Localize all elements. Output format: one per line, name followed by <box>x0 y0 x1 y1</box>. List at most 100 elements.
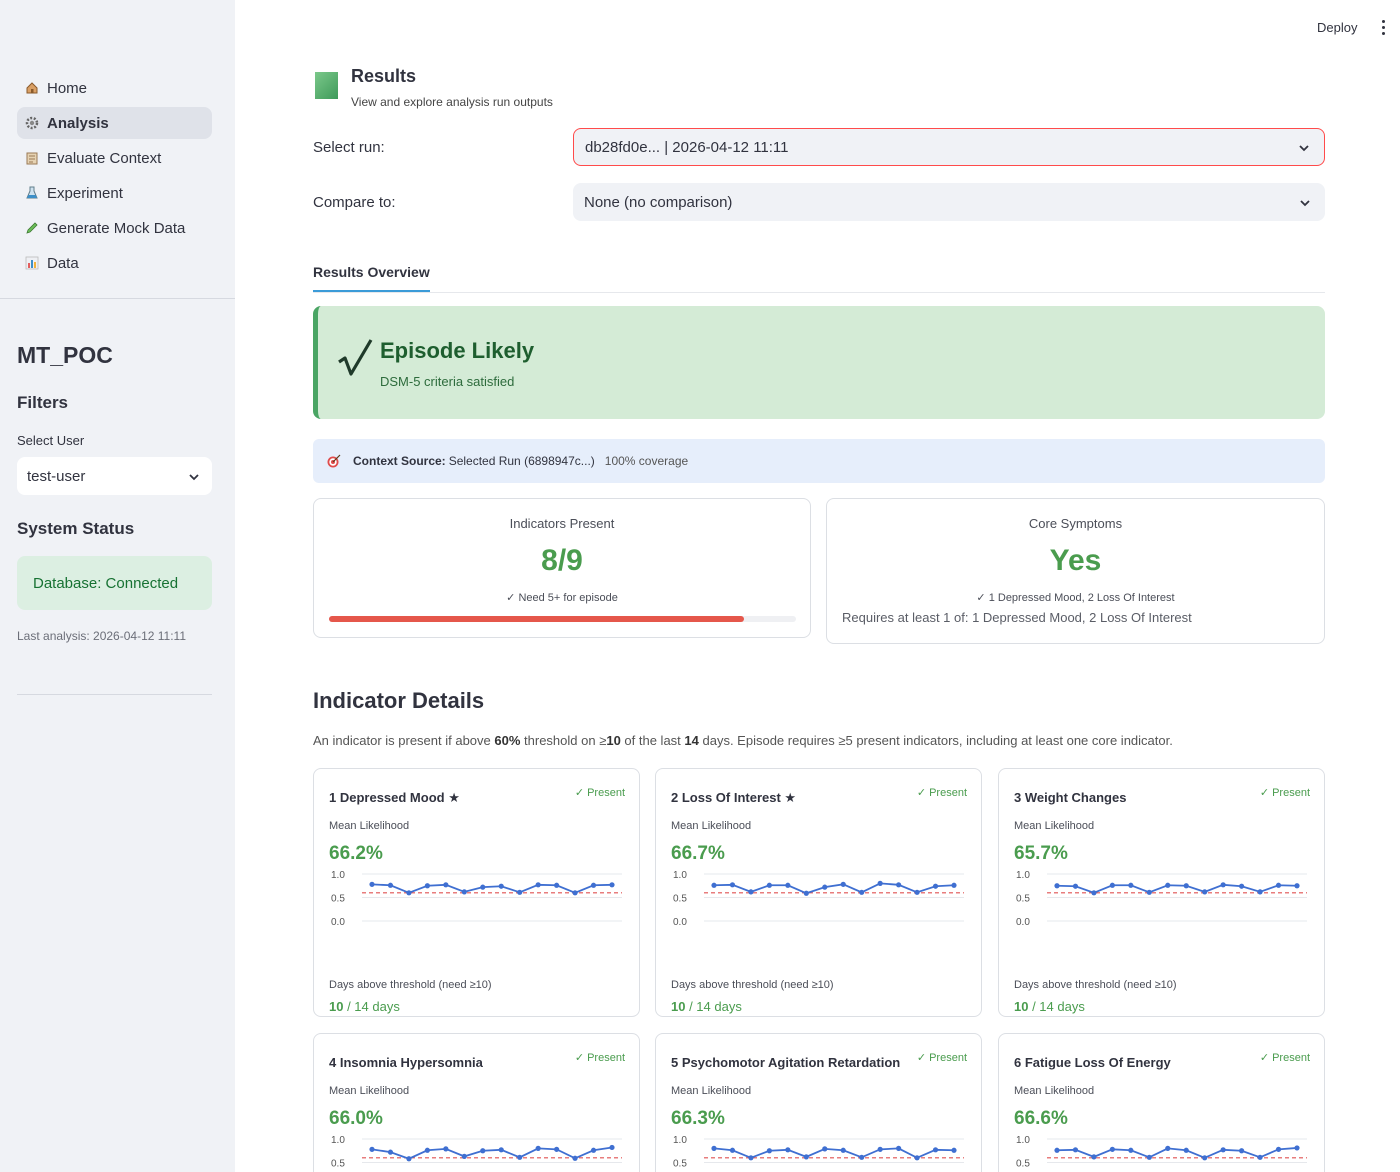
series-line <box>371 883 613 894</box>
mean-likelihood-label: Mean Likelihood <box>671 820 752 832</box>
kebab-menu-icon[interactable] <box>1380 20 1386 36</box>
filters-heading: Filters <box>17 393 69 412</box>
mean-likelihood-label: Mean Likelihood <box>329 820 410 832</box>
y-tick-label: 0.5 <box>331 1159 345 1170</box>
sidebar-divider-bottom <box>17 694 212 695</box>
data-point <box>424 883 430 889</box>
tab-results-overview[interactable]: Results Overview <box>313 264 430 292</box>
compare-to-dropdown[interactable]: None (no comparison) <box>573 183 1325 221</box>
days-total: / 14 days <box>1028 999 1085 1014</box>
y-tick-label: 1.0 <box>1016 1135 1030 1146</box>
context-coverage: 100% coverage <box>604 454 689 468</box>
sidebar-item-label: Evaluate Context <box>47 149 162 167</box>
system-status-heading: System Status <box>17 519 135 538</box>
data-point <box>932 1147 939 1153</box>
indicators-present-note: ✓ Need 5+ for episode <box>506 592 618 604</box>
gear-icon <box>25 116 39 130</box>
data-point <box>914 1155 920 1161</box>
y-tick-label: 1.0 <box>1016 870 1030 881</box>
data-point <box>406 890 412 896</box>
data-point <box>1091 890 1097 896</box>
present-badge: ✓ Present <box>916 1052 967 1064</box>
indicators-present-label: Indicators Present <box>509 516 615 531</box>
data-point <box>1294 883 1300 889</box>
data-point <box>480 1148 486 1154</box>
data-point <box>1239 883 1245 889</box>
y-tick-label: 0.0 <box>331 917 345 928</box>
page-subtitle: View and explore analysis run outputs <box>351 95 553 109</box>
data-point <box>554 1146 560 1152</box>
data-point <box>803 890 809 896</box>
mean-likelihood-value: 66.6% <box>1014 1108 1068 1129</box>
days-total: / 14 days <box>685 999 742 1014</box>
data-point <box>877 1146 883 1152</box>
data-point <box>711 1145 717 1151</box>
mean-likelihood-label: Mean Likelihood <box>329 1085 410 1097</box>
data-point <box>951 1147 957 1153</box>
sidebar-item-evaluate-context[interactable]: Evaluate Context <box>17 142 212 174</box>
page-title: Results <box>351 66 417 86</box>
indicators-present-card: Indicators Present 8/9 ✓ Need 5+ for epi… <box>313 498 811 638</box>
banner-title: Episode Likely <box>380 338 535 363</box>
data-point <box>535 882 541 888</box>
indicator-name: 5 Psychomotor Agitation Retardation <box>671 1055 901 1070</box>
mean-likelihood-value: 65.7% <box>1014 843 1068 864</box>
desc-part: threshold on ≥ <box>520 733 607 748</box>
data-point <box>914 889 920 895</box>
present-badge: ✓ Present <box>1259 787 1310 799</box>
data-point <box>896 1145 902 1151</box>
likelihood-line-chart: 1.0 0.5 <box>673 1135 964 1170</box>
clipboard-icon <box>25 151 39 165</box>
indicator-card: 5 Psychomotor Agitation Retardation ✓ Pre… <box>655 1033 982 1172</box>
core-symptoms-value: Yes <box>1049 544 1102 577</box>
sidebar-item-data[interactable]: Data <box>17 247 212 279</box>
data-point <box>859 1154 865 1160</box>
data-point <box>461 889 467 895</box>
data-point <box>785 1147 791 1153</box>
sidebar-item-generate-mock-data[interactable]: Generate Mock Data <box>17 212 212 244</box>
chevron-down-icon <box>1299 196 1311 208</box>
sidebar-item-home[interactable]: Home <box>17 72 212 104</box>
data-point <box>1128 882 1134 888</box>
chevron-down-icon <box>1298 141 1310 153</box>
series-line <box>1056 1147 1298 1159</box>
y-tick-label: 1.0 <box>331 870 345 881</box>
checkmark-icon <box>336 336 374 380</box>
data-point <box>517 1154 523 1160</box>
data-point <box>766 1148 772 1154</box>
indicator-card: 6 Fatigue Loss Of Energy ✓ Present Mean Li… <box>998 1033 1325 1172</box>
data-point <box>1202 889 1208 895</box>
desc-min-days: 10 <box>606 733 621 748</box>
days-total: / 14 days <box>343 999 400 1014</box>
data-point <box>840 881 846 887</box>
data-point <box>1294 1145 1300 1151</box>
context-source-bar: Context Source: Selected Run (6898947c..… <box>313 439 1325 483</box>
likelihood-line-chart: 1.0 0.5 0.0 <box>331 870 622 928</box>
data-point <box>840 1147 846 1153</box>
indicator-card: 3 Weight Changes ✓ Present Mean Likelihood… <box>998 768 1325 1017</box>
episode-banner: Episode Likely DSM-5 criteria satisfied <box>313 306 1325 419</box>
compare-to-value: None (no comparison) <box>584 193 733 211</box>
data-point <box>729 1147 736 1153</box>
data-point <box>1109 882 1115 888</box>
data-point <box>822 884 828 890</box>
select-run-dropdown[interactable]: db28fd0e... | 2026-04-12 11:11 <box>573 128 1325 166</box>
data-point <box>572 890 578 896</box>
results-logo-icon <box>315 72 338 99</box>
data-point <box>1054 1147 1060 1153</box>
data-point <box>951 882 957 888</box>
desc-part: of the last <box>620 733 685 748</box>
y-tick-label: 1.0 <box>673 1135 687 1146</box>
present-badge: ✓ Present <box>574 1052 625 1064</box>
sidebar-item-experiment[interactable]: Experiment <box>17 177 212 209</box>
data-point <box>1109 1146 1115 1152</box>
days-count: 10 <box>671 999 686 1014</box>
sidebar-item-analysis[interactable]: Analysis <box>17 107 212 139</box>
data-point <box>498 883 504 889</box>
deploy-button[interactable]: Deploy <box>1317 20 1358 35</box>
desc-window: 14 <box>684 733 699 748</box>
select-user-dropdown[interactable]: test-user <box>17 457 212 495</box>
app-name: MT_POC <box>17 342 113 368</box>
data-point <box>1183 1147 1189 1153</box>
days-above-label: Days above threshold (need ≥10) <box>329 979 492 991</box>
